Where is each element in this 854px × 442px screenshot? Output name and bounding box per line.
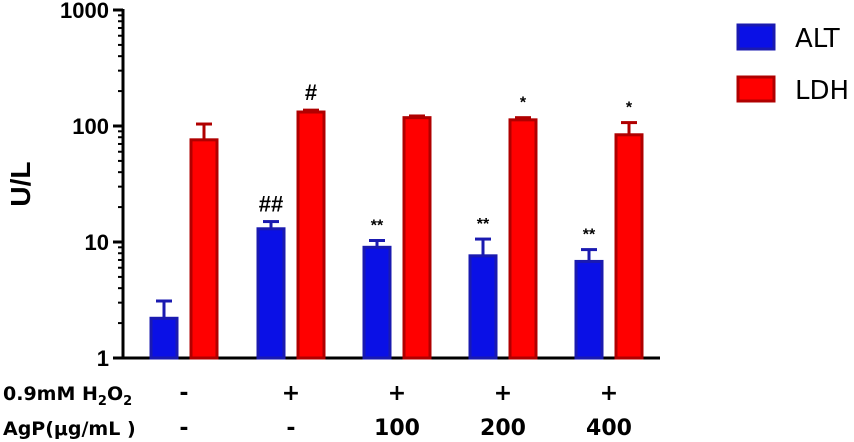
axes: 1 10 100 1000 U/L — [5, 0, 660, 371]
y-tick-label: 1 — [97, 346, 109, 371]
significance-mark: * — [626, 100, 633, 117]
significance-mark: ** — [371, 218, 384, 235]
legend: ALT LDH — [736, 23, 849, 106]
significance-mark: ** — [477, 216, 490, 233]
bar-ldh — [296, 110, 326, 360]
bar-ldh — [614, 133, 644, 360]
y-tick-label: 100 — [72, 114, 109, 139]
condition-label-text: O — [107, 383, 123, 405]
y-axis-label: U/L — [5, 161, 36, 206]
condition-label: AgP(μg/mL ) — [3, 418, 136, 440]
bar-alt — [574, 259, 604, 360]
significance-mark: ## — [259, 192, 283, 217]
legend-label: ALT — [795, 24, 840, 54]
conditions-table: 0.9mM H2O2- + + + +AgP(μg/mL ) - -100 200 400 — [3, 381, 632, 441]
bar-ldh — [189, 138, 219, 360]
condition-value: - — [179, 381, 188, 406]
subscript: 2 — [123, 394, 132, 409]
condition-label-text: 0.9mM H — [3, 383, 98, 405]
bar-alt — [256, 227, 286, 360]
condition-value: - — [179, 416, 188, 441]
bar-ldh — [508, 118, 538, 360]
significance-mark: ** — [583, 227, 596, 244]
y-tick-label: 10 — [85, 230, 109, 255]
legend-swatch — [736, 23, 776, 51]
y-tick-label: 1000 — [60, 0, 109, 23]
condition-value: - — [286, 416, 295, 441]
condition-value: + — [282, 381, 300, 406]
bar-alt — [149, 316, 179, 360]
subscript: 2 — [98, 394, 107, 409]
significance-mark: # — [305, 80, 317, 105]
condition-value: 400 — [586, 416, 632, 441]
condition-value: + — [600, 381, 618, 406]
condition-value: + — [494, 381, 512, 406]
condition-label-text: AgP(μg/mL ) — [3, 418, 136, 440]
significance-mark: * — [520, 95, 527, 112]
bars: ##** ****# * * — [149, 80, 644, 360]
bar-alt — [362, 245, 392, 360]
legend-label: LDH — [795, 76, 849, 106]
condition-value: + — [388, 381, 406, 406]
condition-value: 100 — [374, 416, 420, 441]
legend-swatch — [736, 75, 776, 103]
condition-label: 0.9mM H2O2 — [3, 383, 132, 409]
bar-alt — [468, 254, 498, 360]
condition-value: 200 — [480, 416, 526, 441]
bar-ldh — [402, 116, 432, 360]
